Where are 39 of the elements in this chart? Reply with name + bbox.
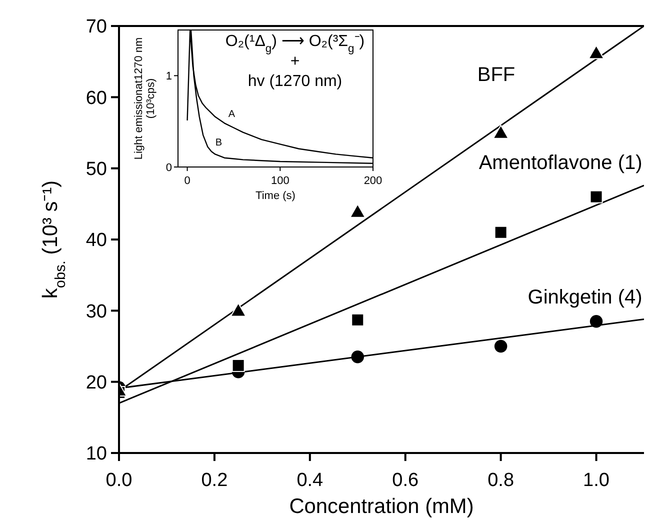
y-tick-label: 50 bbox=[86, 158, 107, 180]
point bbox=[588, 45, 604, 60]
point bbox=[351, 350, 364, 364]
annotation: + bbox=[290, 53, 300, 70]
point bbox=[492, 124, 509, 139]
x-tick-label: 200 bbox=[364, 175, 382, 187]
y-tick-label: 30 bbox=[86, 301, 107, 322]
series-label: Ginkgetin (4) bbox=[528, 286, 642, 308]
annotation: O₂(¹Δ$_{g}$) ⟶ O₂(³Σ$_{g}$⁻) bbox=[225, 33, 365, 55]
point bbox=[494, 340, 508, 353]
x-tick-label: 1.0 bbox=[583, 470, 610, 491]
x-axis-title: Concentration (mM) bbox=[289, 495, 474, 518]
y-tick-label: 1 bbox=[166, 70, 172, 83]
y-tick-label: 70 bbox=[86, 16, 107, 38]
y-tick-label: 20 bbox=[86, 372, 107, 394]
point bbox=[230, 302, 246, 317]
point bbox=[590, 314, 603, 328]
series-label: B bbox=[215, 137, 222, 148]
annotation: hv (1270 nm) bbox=[248, 73, 342, 90]
x-tick-label: 0 bbox=[184, 175, 190, 187]
x-tick-label: 0.6 bbox=[392, 470, 419, 491]
text: Amentoflavone (1) bbox=[478, 152, 642, 174]
x-tick-label: 0.4 bbox=[296, 470, 324, 491]
x-tick-label: 0.0 bbox=[106, 470, 132, 491]
series-label: A bbox=[228, 109, 236, 120]
point bbox=[350, 204, 366, 218]
y-tick-label: 40 bbox=[86, 230, 107, 252]
x-tick-label: 100 bbox=[270, 175, 290, 187]
point bbox=[232, 358, 245, 372]
x-axis-title: Time (s) bbox=[256, 190, 296, 202]
y-tick-label: 60 bbox=[86, 88, 107, 109]
point bbox=[590, 190, 603, 204]
point bbox=[494, 226, 508, 239]
y-axis-title: Light emissionat1270 nm (10³cps) bbox=[132, 37, 158, 160]
text: BFF bbox=[477, 64, 516, 86]
y-tick-label: 10 bbox=[86, 444, 107, 465]
point bbox=[351, 313, 364, 326]
x-tick-label: 0.8 bbox=[488, 470, 514, 491]
x-tick-label: 0.2 bbox=[201, 470, 228, 491]
